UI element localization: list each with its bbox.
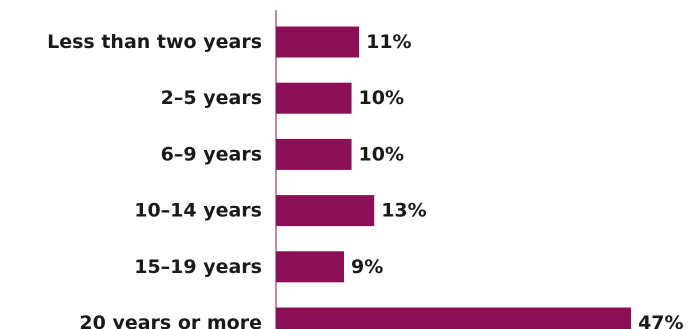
value-label: 47% (638, 312, 683, 329)
bar-less-than-two-years (276, 26, 360, 58)
category-label: 2–5 years (161, 87, 262, 109)
bar-15-19-years (276, 251, 344, 283)
value-label: 10% (359, 143, 404, 165)
bar-6-9-years (276, 138, 352, 170)
bars-group (276, 26, 632, 329)
value-label: 9% (351, 256, 383, 278)
category-label: 6–9 years (161, 143, 262, 165)
category-label: 15–19 years (134, 256, 262, 278)
value-label: 10% (359, 87, 404, 109)
value-labels-group: 11% 10% 10% 13% 9% 47% (351, 31, 684, 329)
category-label: 20 years or more (79, 312, 262, 329)
category-label: 10–14 years (134, 200, 262, 222)
category-label: Less than two years (47, 31, 262, 53)
bar-20-years-or-more (276, 307, 632, 329)
value-label: 13% (381, 200, 426, 222)
category-labels-group: Less than two years 2–5 years 6–9 years 10–… (47, 31, 262, 329)
bar-10-14-years (276, 195, 375, 227)
value-label: 11% (366, 31, 411, 53)
bar-2-5-years (276, 82, 352, 114)
